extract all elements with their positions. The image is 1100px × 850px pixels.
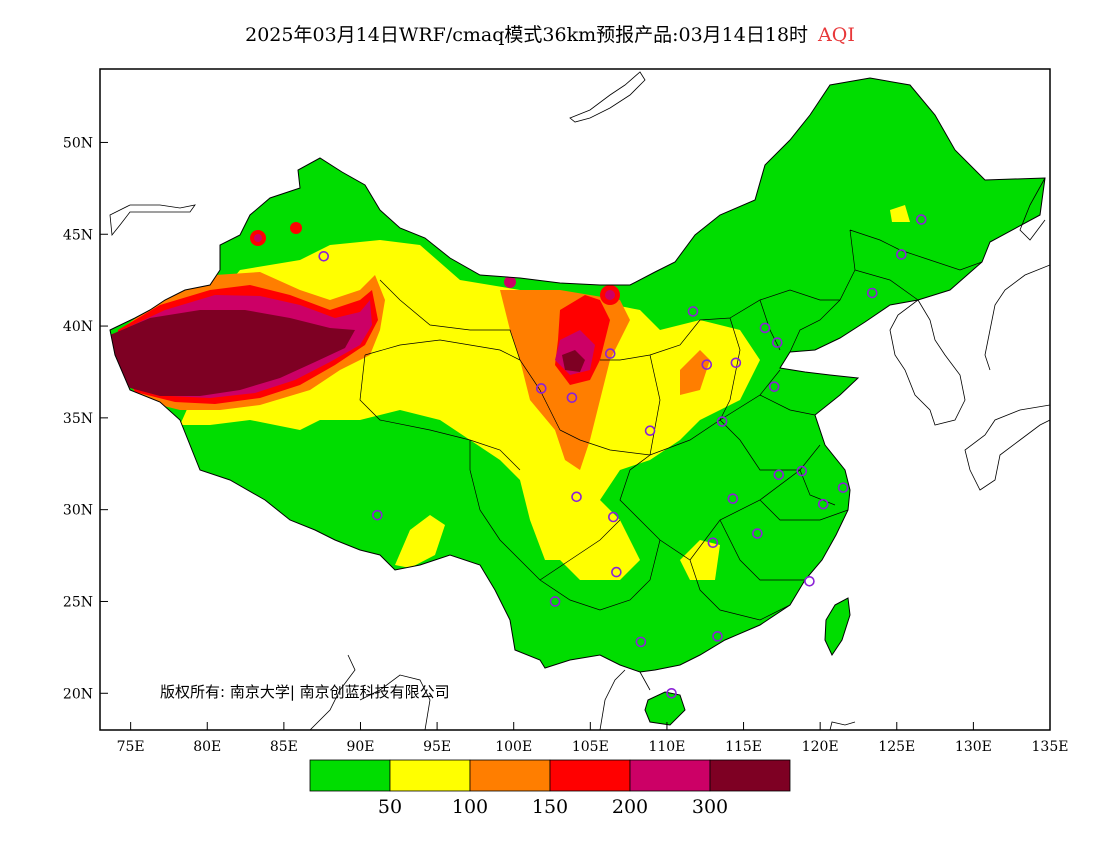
station-marker: [730, 357, 742, 369]
aqi-band-hazardous: [110, 310, 355, 396]
station-marker: [896, 249, 907, 260]
lon-tick-label: 110E: [648, 739, 685, 755]
station-marker: [727, 493, 739, 504]
station-marker: [608, 511, 619, 523]
aqi-hotspot-ili-core: [254, 234, 262, 242]
legend-swatch: [629, 759, 711, 792]
station-marker: [318, 250, 330, 262]
lon-tick-label: 100E: [495, 739, 532, 755]
lat-tick-label: 35N: [63, 411, 93, 427]
station-marker: [604, 348, 616, 359]
lon-tick-label: 125E: [878, 739, 915, 755]
legend-swatch: [309, 759, 391, 792]
aqi-band-moderate-ne: [890, 205, 910, 222]
station-marker: [915, 214, 927, 225]
lake-baikal-coast: [569, 71, 646, 123]
legend-swatch: [549, 759, 631, 792]
station-marker: [804, 575, 815, 587]
taiwan-outline: [824, 597, 851, 657]
station-marker: [701, 359, 713, 370]
legend-label: 150: [532, 796, 568, 818]
lon-tick-label: 130E: [955, 739, 992, 755]
station-marker: [687, 306, 699, 317]
station-marker: [535, 383, 547, 394]
lon-tick-label: 135E: [1032, 739, 1069, 755]
sakhalin-coast: [1019, 177, 1046, 241]
copyright-text: 版权所有: 南京大学| 南京创蓝科技有限公司: [160, 683, 450, 701]
station-markers: [318, 214, 927, 699]
longitude-axis: 75E 80E 85E 90E 95E 100E 105E 110E 115E 120E 125E 1…: [117, 722, 1069, 755]
lon-tick-label: 115E: [725, 739, 762, 755]
station-marker: [707, 537, 719, 549]
aqi-hotspot-baotou-core: [605, 290, 615, 300]
aqi-band-moderate-south: [395, 515, 445, 568]
legend-label: 300: [692, 796, 728, 818]
lon-tick-label: 85E: [270, 739, 298, 755]
station-marker: [768, 381, 780, 392]
station-marker: [716, 416, 728, 427]
aqi-band-moderate-hunan: [680, 540, 720, 580]
station-marker: [866, 287, 878, 299]
lon-tick-label: 95E: [423, 739, 451, 755]
lat-tick-label: 40N: [63, 319, 93, 335]
title-main: 2025年03月14日WRF/cmaq模式36km预报产品:03月14日18时: [245, 24, 809, 46]
station-marker: [372, 509, 383, 521]
aqi-hotspot-tacheng: [290, 222, 302, 234]
station-marker: [644, 425, 656, 437]
china-border: [109, 77, 1046, 673]
station-marker: [837, 482, 849, 493]
station-marker: [796, 465, 808, 477]
station-marker: [817, 498, 829, 510]
station-marker: [759, 322, 771, 334]
legend-swatch: [469, 759, 551, 792]
legend-label: 50: [378, 796, 402, 818]
aqi-band-sensitive-hebei: [680, 350, 710, 395]
station-marker: [773, 469, 785, 481]
station-marker: [549, 596, 561, 607]
lon-tick-label: 80E: [193, 739, 221, 755]
legend-swatch: [389, 759, 471, 792]
aqi-legend: 50 100 150 200 300: [309, 759, 791, 818]
lat-tick-label: 45N: [63, 227, 93, 243]
station-marker: [611, 566, 622, 578]
philippines-coast: [829, 721, 856, 730]
korea-coast: [889, 299, 966, 426]
latitude-axis: 50N 45N 40N 35N 30N 25N 20N: [63, 135, 108, 702]
lat-tick-label: 50N: [63, 135, 93, 151]
aqi-hotspot-alxa: [504, 276, 516, 288]
map-frame: [99, 68, 1051, 731]
lon-tick-label: 75E: [117, 739, 145, 755]
japan-coast: [964, 264, 1050, 491]
title-variable: AQI: [818, 24, 855, 46]
station-marker: [566, 392, 578, 403]
lon-tick-label: 120E: [802, 739, 839, 755]
legend-swatch: [709, 759, 791, 792]
lon-tick-label: 105E: [572, 739, 609, 755]
province-lines: [359, 229, 983, 621]
station-marker: [666, 687, 677, 699]
station-marker: [752, 528, 763, 539]
lon-tick-label: 90E: [346, 739, 374, 755]
lat-tick-label: 30N: [63, 503, 93, 519]
map-title: 2025年03月14日WRF/cmaq模式36km预报产品:03月14日18时 A…: [0, 20, 1100, 47]
boundaries: [109, 71, 1050, 730]
station-marker: [712, 631, 723, 642]
station-marker: [635, 636, 647, 648]
legend-label: 200: [612, 796, 648, 818]
lat-tick-label: 20N: [63, 686, 93, 702]
lat-tick-label: 25N: [63, 594, 93, 610]
balkhash-coast: [109, 204, 196, 237]
station-marker: [771, 337, 783, 348]
aqi-band-hazardous-ningxia: [562, 350, 585, 372]
station-marker: [571, 491, 582, 503]
indochina-coast: [309, 654, 651, 730]
legend-label: 100: [452, 796, 488, 818]
